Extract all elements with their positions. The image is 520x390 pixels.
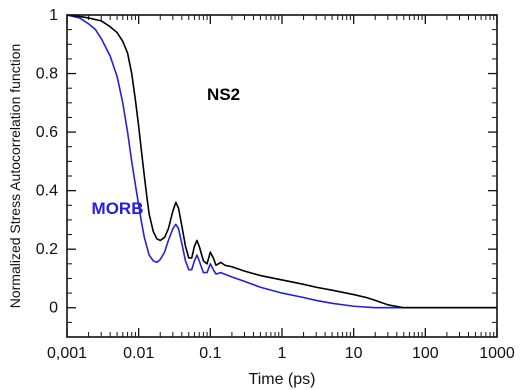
y-tick-label: 0.4 bbox=[36, 183, 58, 200]
x-axis-label: Time (ps) bbox=[249, 371, 316, 388]
series-line-ns2 bbox=[66, 14, 497, 309]
y-tick-label: 0 bbox=[49, 300, 58, 317]
y-axis-label: Normalized Stress Autocorrelation functi… bbox=[7, 44, 23, 309]
series-label-morb: MORB bbox=[92, 199, 144, 218]
series-line-morb bbox=[66, 14, 497, 309]
y-tick-label: 1 bbox=[49, 7, 58, 24]
x-tick-label: 0.1 bbox=[199, 345, 221, 362]
series-lines bbox=[66, 14, 497, 309]
x-tick-label: 0,001 bbox=[47, 345, 87, 362]
x-tick-label: 0.01 bbox=[123, 345, 154, 362]
x-tick-label: 10 bbox=[345, 345, 363, 362]
x-tick-label: 1000 bbox=[479, 345, 515, 362]
x-tick-label: 1 bbox=[278, 345, 287, 362]
y-tick-label: 0.6 bbox=[36, 124, 58, 141]
tick-labels: 0,001 0.01 0.1 1 10 100 1000 0 0.2 0.4 0.6 0.8 1 NS2 M… bbox=[36, 7, 515, 362]
axis-ticks bbox=[66, 14, 498, 338]
plot-frame bbox=[66, 14, 498, 338]
series-label-ns2: NS2 bbox=[207, 85, 240, 104]
y-tick-label: 0.2 bbox=[36, 241, 58, 258]
y-tick-label: 0.8 bbox=[36, 66, 58, 83]
x-tick-label: 100 bbox=[412, 345, 439, 362]
